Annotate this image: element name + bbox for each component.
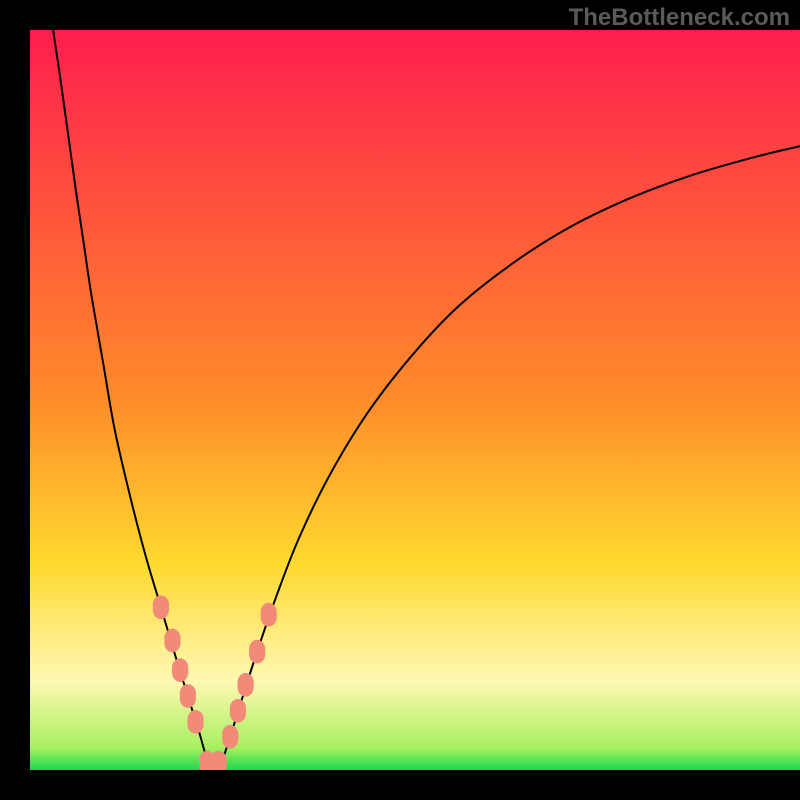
curve-marker	[261, 603, 277, 627]
curve-marker	[222, 725, 238, 749]
watermark-text: TheBottleneck.com	[569, 4, 790, 32]
curve-marker	[230, 699, 246, 723]
curve-marker	[172, 658, 188, 682]
curve-right-arm	[215, 146, 800, 768]
plot-area	[30, 30, 800, 770]
curve-marker	[164, 629, 180, 653]
curve-marker	[180, 684, 196, 708]
curve-marker	[187, 710, 203, 734]
curve-marker	[153, 595, 169, 619]
curve-left-arm	[53, 30, 215, 768]
curve-marker	[249, 640, 265, 664]
chart-svg	[30, 30, 800, 770]
curve-marker	[238, 673, 254, 697]
marker-group	[153, 595, 277, 770]
curve-marker	[211, 751, 227, 770]
